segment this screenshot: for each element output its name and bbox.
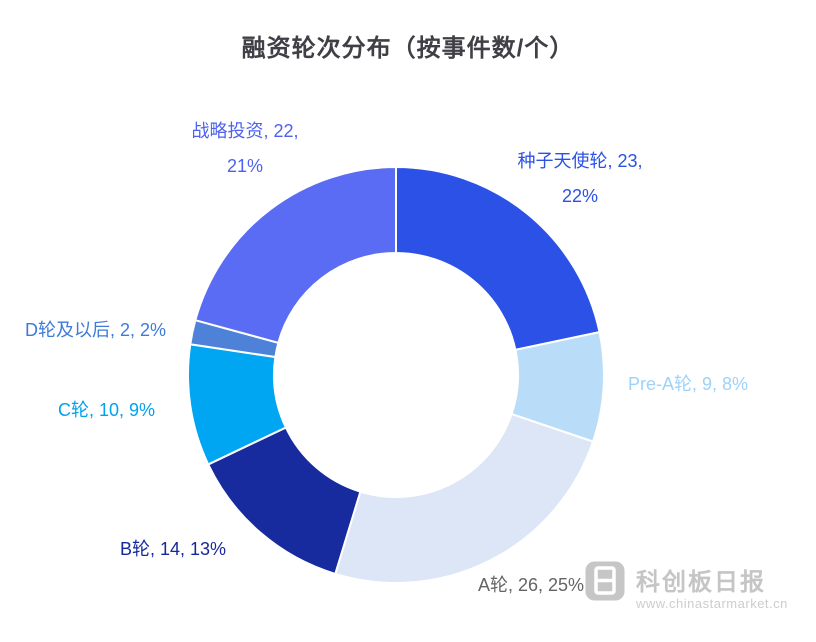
watermark: 科创板日报 www.chinastarmarket.cn (584, 558, 804, 628)
brand-name: 科创板日报 (636, 569, 766, 596)
pie-slice-0[interactable] (395, 166, 601, 351)
pie-label-seed-angel: 种子天使轮, 23, 22% (517, 151, 643, 206)
pie-slice-6[interactable] (194, 166, 397, 344)
pie-label-strategic: 战略投资, 22, 21% (191, 121, 299, 176)
pie-slice-2[interactable] (334, 413, 595, 584)
pie-label-d: D轮及以后, 2, 2% (25, 320, 167, 340)
pie-label-a: A轮, 26, 25% (478, 575, 585, 595)
pie-label-pre-a: Pre-A轮, 9, 8% (628, 374, 749, 394)
chart-title: 融资轮次分布（按事件数/个） (241, 35, 575, 62)
brand-logo-icon (584, 560, 626, 607)
pie-label-c: C轮, 10, 9% (58, 400, 156, 420)
brand-url: www.chinastarmarket.cn (636, 596, 788, 611)
pie-label-b: B轮, 14, 13% (120, 539, 227, 559)
